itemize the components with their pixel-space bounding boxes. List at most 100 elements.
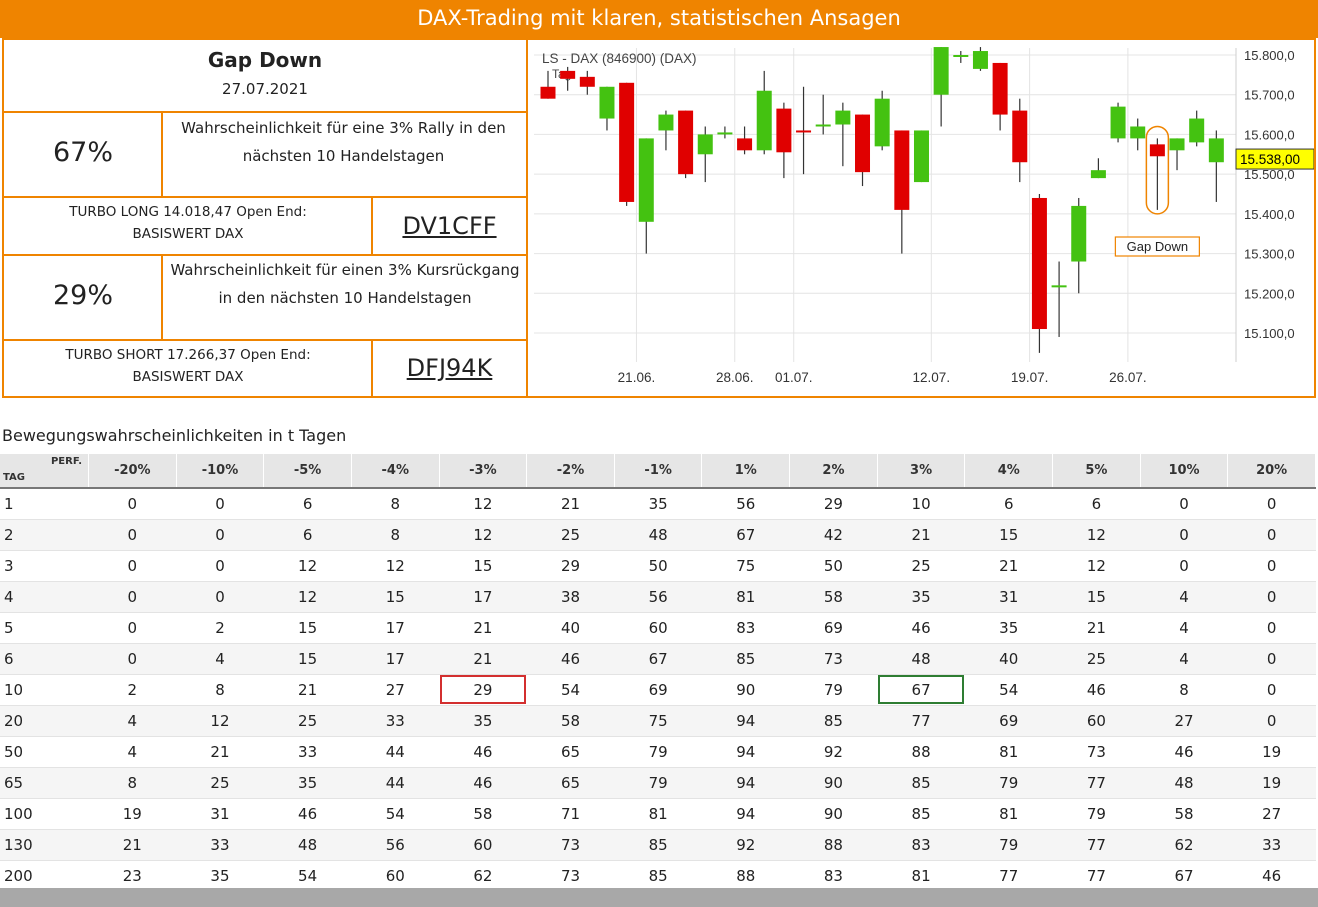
probability-cell: 85 bbox=[877, 767, 965, 799]
candle-up bbox=[1169, 138, 1185, 151]
probability-cell: 25 bbox=[526, 519, 615, 551]
table-row: 65 8 25 35 44 46 65 79 94 90 85 79 77 48 19 bbox=[0, 767, 1316, 799]
y-tick-label: 15.700,0 bbox=[1244, 88, 1295, 103]
probability-cell: 0 bbox=[1227, 519, 1316, 551]
probability-cell: 94 bbox=[701, 767, 790, 799]
probability-cell: 27 bbox=[351, 674, 440, 706]
probability-cell: 33 bbox=[263, 736, 352, 768]
probability-cell: 4 bbox=[1140, 643, 1228, 675]
probability-cell: 17 bbox=[439, 581, 527, 613]
horizontal-scrollbar[interactable] bbox=[0, 888, 1318, 907]
rally-description: Wahrscheinlichkeit für eine 3% Rally in … bbox=[181, 119, 506, 165]
probability-cell: 35 bbox=[263, 767, 352, 799]
probability-cell: 0 bbox=[1227, 643, 1316, 675]
candlestick-chart: 15.800,0 15.700,0 15.600,0 15.500,0 15.400,0… bbox=[534, 47, 1314, 385]
column-header: 2% bbox=[789, 454, 878, 489]
column-header: 1% bbox=[701, 454, 791, 489]
probability-cell: 94 bbox=[701, 705, 790, 737]
probability-cell: 85 bbox=[614, 829, 702, 861]
table-row: 200 23 35 54 60 62 73 85 88 83 81 77 77 67 46 bbox=[0, 860, 1316, 892]
probability-cell: 81 bbox=[964, 736, 1053, 768]
row-days-cell: 5 bbox=[0, 612, 89, 644]
probability-cell: 56 bbox=[701, 488, 790, 520]
row-days-cell: 130 bbox=[0, 829, 89, 861]
probability-cell: 88 bbox=[701, 860, 790, 892]
row-days-cell: 100 bbox=[0, 798, 89, 830]
probability-cell: 6 bbox=[263, 519, 352, 551]
candle-up bbox=[913, 130, 929, 183]
candle-down bbox=[855, 114, 871, 173]
column-header: 5% bbox=[1052, 454, 1141, 489]
probability-cell: 27 bbox=[1140, 705, 1228, 737]
probability-cell: 25 bbox=[877, 550, 965, 582]
probability-cell: 0 bbox=[176, 550, 264, 582]
column-header: -3% bbox=[439, 454, 528, 489]
probability-cell: 12 bbox=[439, 488, 527, 520]
candle-down bbox=[992, 62, 1008, 115]
signal-panel: Gap Down 27.07.2021 67% Wahrscheinlichke… bbox=[2, 38, 528, 398]
probability-cell: 67 bbox=[1140, 860, 1228, 892]
x-tick-label: 28.06. bbox=[716, 370, 754, 385]
x-tick-label: 12.07. bbox=[913, 370, 951, 385]
table-row: 20 4 12 25 33 35 58 75 94 85 77 69 60 27 0 bbox=[0, 705, 1316, 737]
probability-cell: 56 bbox=[351, 829, 440, 861]
table-row: 1 0 0 6 8 12 21 35 56 29 10 6 6 0 0 bbox=[0, 488, 1316, 520]
probability-cell: 31 bbox=[176, 798, 264, 830]
candle-up bbox=[658, 114, 674, 131]
candle-down bbox=[619, 82, 635, 202]
signal-date: 27.07.2021 bbox=[222, 80, 308, 98]
row-days-cell: 10 bbox=[0, 674, 89, 706]
probability-cell: 15 bbox=[964, 519, 1053, 551]
probability-cell: 69 bbox=[789, 612, 878, 644]
short-wkn-link[interactable]: DFJ94K bbox=[406, 354, 493, 382]
column-header: 3% bbox=[877, 454, 966, 489]
candle-up bbox=[953, 55, 969, 57]
column-header: 20% bbox=[1227, 454, 1316, 489]
candle-up bbox=[1130, 126, 1146, 139]
probability-cell: 21 bbox=[964, 550, 1053, 582]
probability-cell: 33 bbox=[176, 829, 264, 861]
probability-cell: 65 bbox=[526, 736, 615, 768]
candle-up bbox=[1208, 138, 1224, 163]
probability-cell: 58 bbox=[789, 581, 878, 613]
probability-cell: 46 bbox=[1227, 860, 1316, 892]
probability-cell: 75 bbox=[614, 705, 702, 737]
probability-cell: 81 bbox=[964, 798, 1053, 830]
table-row: 3 0 0 12 12 15 29 50 75 50 25 21 12 0 0 bbox=[0, 550, 1316, 582]
probability-cell: 77 bbox=[1052, 829, 1141, 861]
probability-cell: 85 bbox=[789, 705, 878, 737]
column-header: 4% bbox=[964, 454, 1054, 489]
probability-cell: 2 bbox=[88, 674, 177, 706]
probability-cell: 21 bbox=[88, 829, 177, 861]
table-row: 10 2 8 21 27 29 54 69 90 79 67 54 46 8 0 bbox=[0, 674, 1316, 706]
probability-cell: 85 bbox=[701, 643, 790, 675]
probability-cell: 46 bbox=[1052, 674, 1141, 706]
rally-probability: 67% bbox=[52, 137, 113, 168]
x-tick-label: 01.07. bbox=[775, 370, 813, 385]
probability-cell: 48 bbox=[877, 643, 965, 675]
probability-cell: 25 bbox=[263, 705, 352, 737]
probability-cell: 88 bbox=[789, 829, 878, 861]
probability-cell: 50 bbox=[614, 550, 702, 582]
perf-header-label: PERF. bbox=[50, 456, 82, 467]
candle-up bbox=[697, 134, 713, 155]
probability-cell: 21 bbox=[176, 736, 264, 768]
probability-cell: 90 bbox=[701, 674, 790, 706]
probability-cell: 67 bbox=[614, 643, 702, 675]
probability-cell: 69 bbox=[614, 674, 702, 706]
probability-cell: 12 bbox=[351, 550, 440, 582]
probability-cell: 8 bbox=[351, 488, 440, 520]
candle-up bbox=[1189, 118, 1205, 143]
probability-cell: 46 bbox=[439, 736, 527, 768]
candle-down bbox=[678, 110, 694, 175]
column-header: -2% bbox=[526, 454, 615, 489]
long-wkn-link[interactable]: DV1CFF bbox=[402, 212, 497, 240]
probability-cell: 31 bbox=[964, 581, 1053, 613]
candle-up bbox=[756, 90, 772, 151]
candle-down bbox=[1012, 110, 1028, 163]
probability-cell: 73 bbox=[1052, 736, 1141, 768]
probability-cell: 79 bbox=[1052, 798, 1141, 830]
probability-cell: 19 bbox=[1227, 736, 1316, 768]
candle-up bbox=[815, 124, 831, 127]
probability-cell: 35 bbox=[439, 705, 527, 737]
